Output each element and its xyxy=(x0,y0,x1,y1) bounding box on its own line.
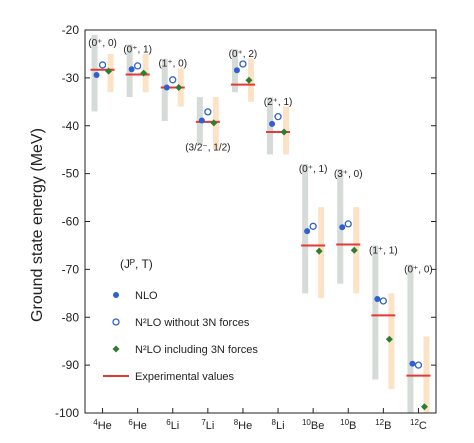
x-tick-label-10Be: 10Be xyxy=(302,418,324,432)
x-tick-label-12C: 12C xyxy=(410,418,427,432)
legend-title: (Jᴾ, T) xyxy=(120,257,153,271)
filled-circle-point-4He xyxy=(93,72,100,79)
y-tick-label: -90 xyxy=(62,358,80,372)
y-tick-label: -40 xyxy=(62,119,80,133)
y-tick-label: -70 xyxy=(62,262,80,276)
filled-diamond-point-8Li xyxy=(280,128,288,136)
legend-label: NLO xyxy=(135,290,158,302)
uncertainty-band-4He xyxy=(107,53,114,93)
uncertainty-bands xyxy=(91,34,430,413)
x-tick-label-8He: 8He xyxy=(234,418,253,432)
filled-circle-point-8Li xyxy=(269,120,276,127)
open-circle-point-8He xyxy=(239,60,247,68)
y-tick-label: -20 xyxy=(62,23,80,37)
experimental-lines xyxy=(90,68,431,377)
open-circle-point-10Be xyxy=(309,222,317,230)
open-circle-point-6Li xyxy=(169,76,177,84)
x-tick-label-12B: 12B xyxy=(375,418,391,432)
open-circle-point-7Li xyxy=(204,108,212,116)
filled-diamond-point-8He xyxy=(245,76,253,84)
filled-circle-point-6He xyxy=(128,66,135,73)
filled-circle-point-12B xyxy=(374,296,381,303)
open-circle-point-4He xyxy=(98,61,107,69)
filled-diamond-point-10B xyxy=(350,246,358,254)
legend-marker-filled-circle xyxy=(113,292,119,298)
y-tick-label: -60 xyxy=(62,215,80,229)
legend-label: N²LO without 3N forces xyxy=(135,317,250,329)
x-tick-label-4He: 4He xyxy=(93,418,112,432)
filled-circle-point-8He xyxy=(233,67,240,74)
filled-diamond-point-6Li xyxy=(175,83,183,91)
uncertainty-band-6Li xyxy=(161,58,168,121)
uncertainty-band-10Be xyxy=(302,164,309,294)
legend-marker-open-circle xyxy=(112,318,120,326)
y-tick-label: -30 xyxy=(62,71,80,85)
filled-circle-point-7Li xyxy=(198,117,205,124)
filled-diamond-point-10Be xyxy=(315,247,323,255)
filled-circle-point-6Li xyxy=(163,84,170,91)
state-label-6He: (0⁺, 1) xyxy=(123,44,152,55)
y-tick-label: -50 xyxy=(62,167,80,181)
y-tick-label: -100 xyxy=(55,406,79,420)
x-tick-label-7Li: 7Li xyxy=(201,418,214,432)
y-tick-label: -80 xyxy=(62,310,80,324)
state-labels: (0⁺, 0) (0⁺, 1) (1⁺, 0) (3/2⁻, 1/2) (0⁺, 2) (… xyxy=(88,38,433,276)
x-tick-label-10B: 10B xyxy=(340,418,356,432)
filled-diamond-point-4He xyxy=(105,67,113,75)
open-circle-point-8Li xyxy=(274,113,282,121)
state-label-4He: (0⁺, 0) xyxy=(88,38,117,49)
x-tick-label-8Li: 8Li xyxy=(272,418,285,432)
x-tick-label-6He: 6He xyxy=(128,418,147,432)
filled-circle-point-10B xyxy=(339,224,346,231)
filled-diamond-point-12B xyxy=(385,335,393,343)
state-label-10Be: (0⁺, 1) xyxy=(299,164,328,175)
state-label-6Li: (1⁺, 0) xyxy=(158,59,187,70)
data-points xyxy=(93,60,428,411)
state-label-12B: (1⁺, 1) xyxy=(369,245,398,256)
state-label-8Li: (2⁺, 1) xyxy=(264,97,293,108)
x-tick-label-6Li: 6Li xyxy=(166,418,179,432)
state-label-8He: (0⁺, 2) xyxy=(229,49,258,60)
uncertainty-band-12C xyxy=(407,264,414,413)
filled-diamond-point-12C xyxy=(420,403,428,411)
filled-diamond-point-7Li xyxy=(210,119,218,127)
filled-diamond-point-6He xyxy=(140,69,148,77)
y-axis-title: Ground state energy (MeV) xyxy=(29,128,46,322)
state-label-10B: (3⁺, 0) xyxy=(334,169,363,180)
state-label-12C: (0⁺, 0) xyxy=(404,265,433,276)
uncertainty-band-12B xyxy=(388,293,395,390)
open-circle-point-12B xyxy=(379,297,388,305)
open-circle-point-12C xyxy=(414,361,423,369)
legend-label: Experimental values xyxy=(135,371,235,383)
axes: -20 -30 -40 -50 -60 -70 -80 -90 -100 4He 6He 6Li 7Li… xyxy=(55,23,436,432)
filled-circle-point-12C xyxy=(409,360,416,367)
uncertainty-band-12B xyxy=(372,245,379,380)
open-circle-point-10B xyxy=(344,220,352,228)
state-label-7Li: (3/2⁻, 1/2) xyxy=(185,143,230,154)
legend-marker-filled-diamond xyxy=(112,345,120,353)
legend: (Jᴾ, T) NLO N²LO without 3N forces N²LO in… xyxy=(103,257,258,383)
legend-label: N²LO including 3N forces xyxy=(135,344,258,356)
filled-circle-point-10Be xyxy=(304,228,311,235)
open-circle-point-6He xyxy=(133,62,142,70)
